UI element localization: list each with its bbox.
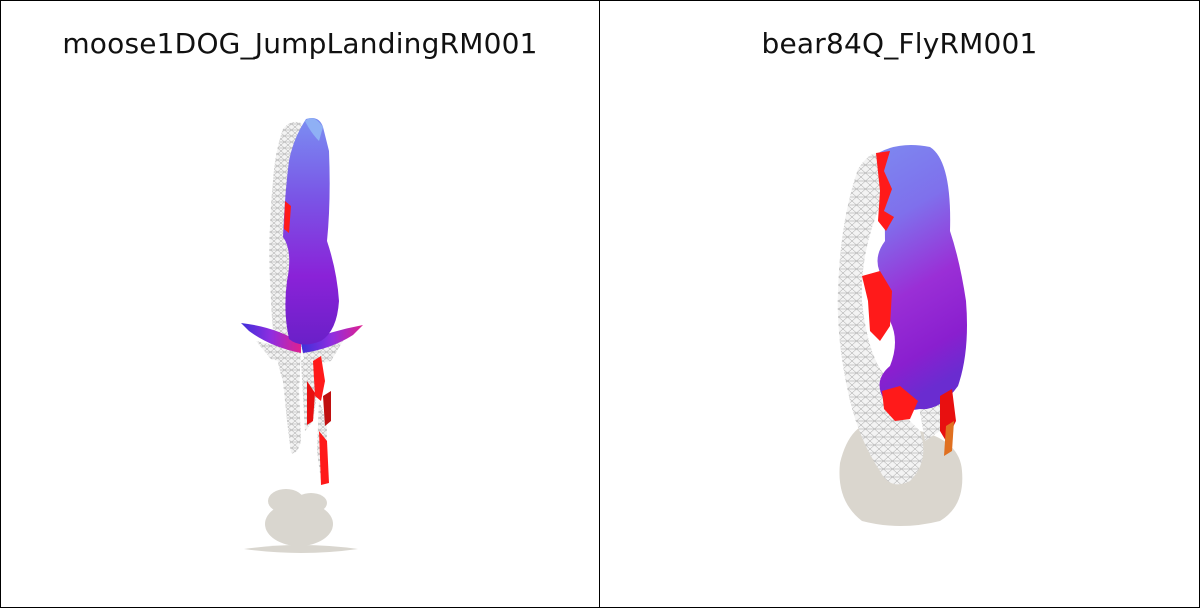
predicted-surface <box>283 118 339 485</box>
wing-left <box>241 323 301 353</box>
render-panel-left: moose1DOG_JumpLandingRM001 <box>1 1 600 607</box>
render-panel-right: bear84Q_FlyRM001 <box>600 1 1199 607</box>
mesh-body <box>837 152 945 485</box>
bear-render <box>837 145 967 526</box>
panel-title: moose1DOG_JumpLandingRM001 <box>62 27 538 60</box>
moose-render <box>241 118 363 553</box>
predicted-surface <box>862 145 967 456</box>
wing-right <box>301 325 363 353</box>
panel-title: bear84Q_FlyRM001 <box>761 27 1038 60</box>
ground-shadow <box>244 489 358 553</box>
